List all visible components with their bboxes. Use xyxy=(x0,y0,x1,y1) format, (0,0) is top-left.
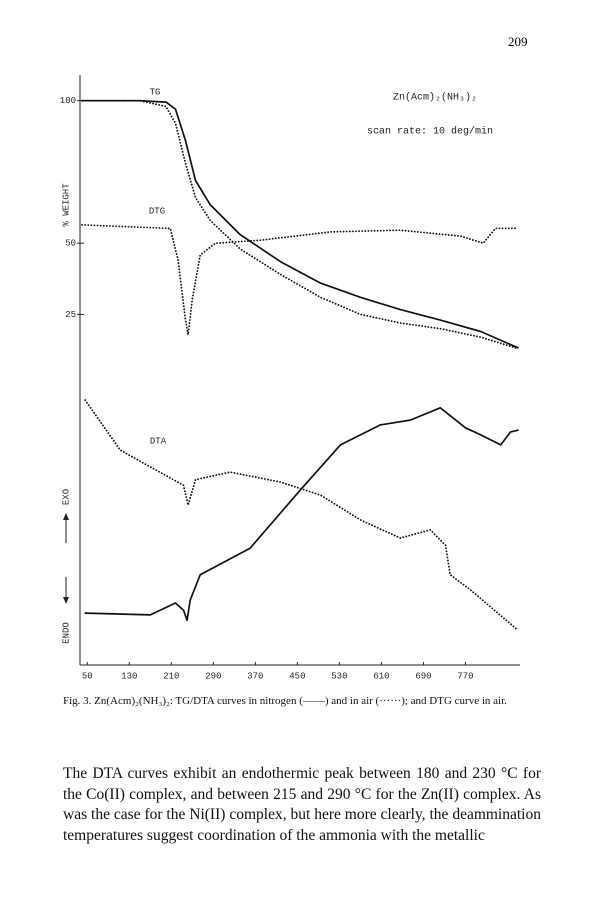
x-tick-label: 50 xyxy=(82,671,93,681)
curve xyxy=(81,224,519,336)
annotation: scan rate: 10 deg/min xyxy=(367,126,493,138)
curve xyxy=(81,99,519,349)
endo-arrow-head xyxy=(63,597,69,604)
x-tick-label: 770 xyxy=(457,671,473,681)
body-text: The DTA curves exhibit an endothermic pe… xyxy=(63,765,541,844)
x-tick-label: 210 xyxy=(163,671,179,681)
exo-label: EXO xyxy=(61,489,71,505)
endo-label: ENDO xyxy=(61,622,71,644)
x-tick-label: 370 xyxy=(247,671,263,681)
page-number: 209 xyxy=(508,34,528,49)
exo-arrow-head xyxy=(63,513,69,520)
curve xyxy=(84,399,519,632)
chart: % WEIGHT EXO ENDO TG DTG DTA Zn(Acm)₂(NH… xyxy=(60,75,520,681)
annotation: DTA xyxy=(150,436,167,446)
x-tick-label: 610 xyxy=(373,671,389,681)
y-tick-label: 25 xyxy=(65,310,76,320)
y-tick-label: 50 xyxy=(65,239,76,249)
annotation: DTG xyxy=(149,206,165,216)
figure-caption: Fig. 3. Zn(Acm)₂(NH₃)₂: TG/DTA curves in… xyxy=(63,695,507,707)
x-tick-label: 530 xyxy=(331,671,347,681)
curve xyxy=(81,99,519,350)
y-tick-label: 100 xyxy=(60,96,76,106)
annotation: Zn(Acm)₂(NH₃)₂ xyxy=(393,92,477,104)
x-tick-label: 290 xyxy=(205,671,221,681)
x-tick-label: 130 xyxy=(121,671,137,681)
curve xyxy=(84,406,519,622)
x-tick-label: 450 xyxy=(289,671,305,681)
x-tick-label: 690 xyxy=(415,671,431,681)
y-axis-label: % WEIGHT xyxy=(61,183,71,227)
annotation: TG xyxy=(150,87,161,97)
